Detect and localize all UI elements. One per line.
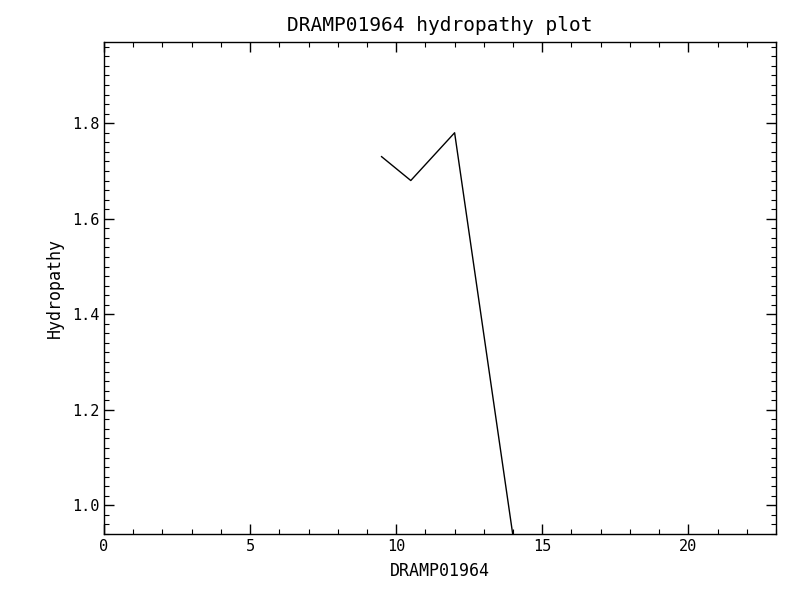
Y-axis label: Hydropathy: Hydropathy [46,238,63,338]
X-axis label: DRAMP01964: DRAMP01964 [390,562,490,580]
Title: DRAMP01964 hydropathy plot: DRAMP01964 hydropathy plot [287,16,593,35]
